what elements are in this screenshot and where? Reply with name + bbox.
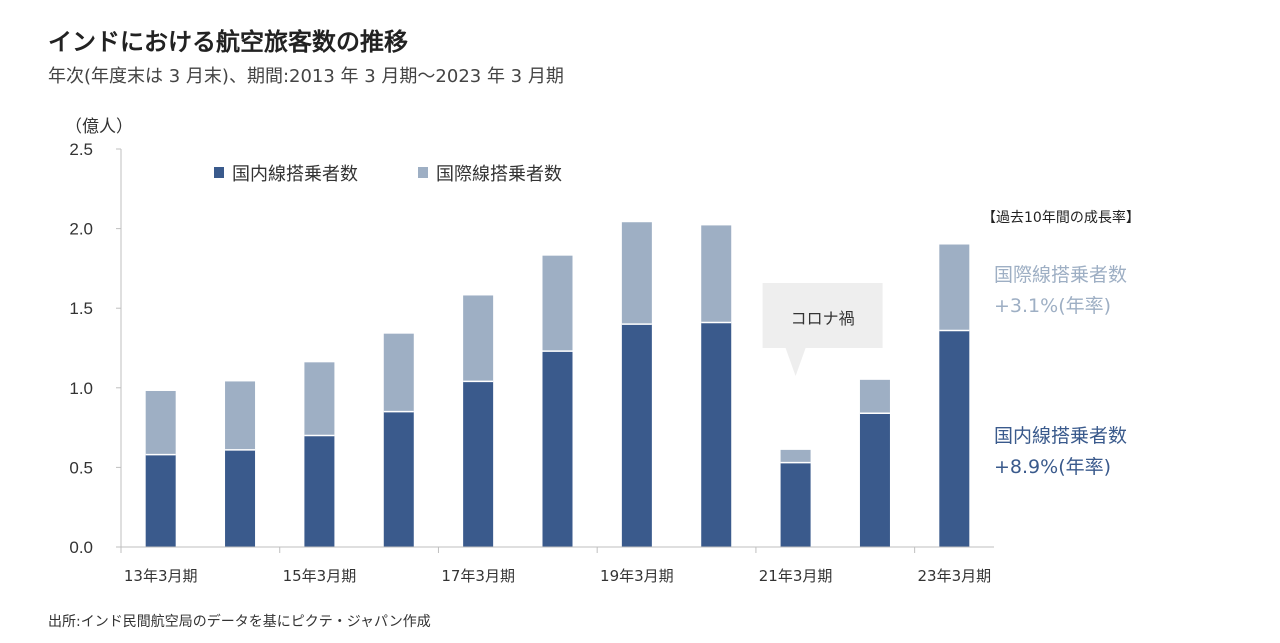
legend-label-international: 国際線搭乗者数 (436, 164, 562, 185)
bar-domestic (780, 462, 811, 547)
bar-international (304, 362, 335, 436)
legend-swatch-domestic (214, 167, 224, 178)
legend-swatch-international (418, 167, 428, 178)
bar-international (701, 225, 732, 323)
callout-bubble (762, 283, 883, 376)
bar-international (542, 255, 573, 352)
x-axis: 13年3月期 15年3月期 17年3月期 19年3月期 21年3月期 23年3月期 (120, 546, 994, 585)
x-tick-label: 13年3月期 (124, 567, 198, 585)
y-tick-label: 2.0 (69, 220, 93, 239)
bar-international (859, 379, 890, 414)
bar-domestic (145, 454, 176, 547)
y-tick-label: 0.5 (69, 458, 93, 477)
x-tick-label: 19年3月期 (600, 567, 674, 585)
x-tick-label: 21年3月期 (759, 567, 833, 585)
y-axis: 0.0 0.5 1.0 1.5 2.0 2.5 (69, 140, 122, 557)
legend-label-domestic: 国内線搭乗者数 (232, 164, 358, 185)
bar-domestic (304, 435, 335, 547)
bar-international (939, 244, 970, 331)
chart-subtitle: 年次(年度末は 3 月末)、期間:2013 年 3 月期～2023 年 3 月期 (48, 66, 564, 87)
growth-header: 【過去10年間の成長率】 (982, 209, 1140, 226)
x-tick-label: 15年3月期 (283, 567, 357, 585)
y-tick-label: 2.5 (69, 140, 93, 159)
growth-intl-rate: +3.1%(年率) (994, 295, 1111, 317)
growth-dom-rate: +8.9%(年率) (994, 456, 1111, 478)
y-tick-label: 1.5 (69, 299, 93, 318)
y-tick-label: 1.0 (69, 379, 93, 398)
bar-international (225, 381, 256, 450)
bars (145, 222, 970, 547)
bar-domestic (859, 413, 890, 547)
y-tick-label: 0.0 (69, 538, 93, 557)
x-tick-label: 23年3月期 (917, 567, 991, 585)
chart-title: インドにおける航空旅客数の推移 (48, 28, 408, 56)
legend: 国内線搭乗者数 国際線搭乗者数 (214, 164, 562, 185)
y-unit-label: （億人） (65, 117, 133, 137)
bar-domestic (621, 324, 652, 547)
bar-domestic (701, 322, 732, 547)
source-note: 出所:インド民間航空局のデータを基にピクテ・ジャパン作成 (48, 614, 431, 630)
growth-dom-label: 国内線搭乗者数 (994, 425, 1127, 447)
bar-international (383, 333, 414, 412)
callout-text: コロナ禍 (791, 309, 855, 328)
bar-domestic (225, 449, 256, 547)
growth-intl-label: 国際線搭乗者数 (994, 264, 1127, 286)
bar-domestic (542, 351, 573, 547)
bar-international (780, 449, 811, 463)
bar-domestic (939, 330, 970, 547)
bar-international (145, 390, 176, 455)
callout: コロナ禍 (762, 283, 883, 376)
bar-domestic (383, 411, 414, 547)
bar-international (463, 295, 494, 382)
x-tick-label: 17年3月期 (441, 567, 515, 585)
bar-domestic (463, 381, 494, 547)
growth-annotation: 【過去10年間の成長率】 国際線搭乗者数 +3.1%(年率) 国内線搭乗者数 +… (982, 209, 1140, 478)
bar-international (621, 222, 652, 325)
